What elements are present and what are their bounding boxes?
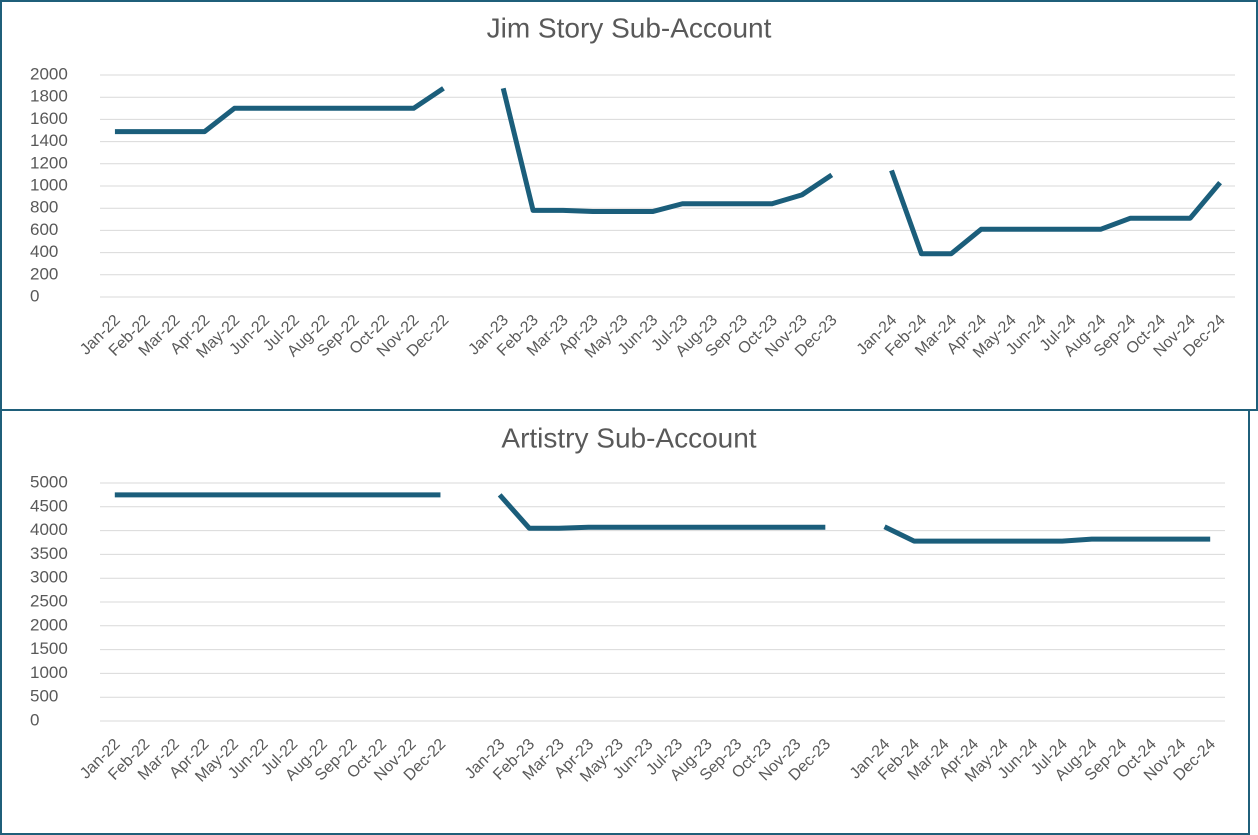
y-tick-label: 600 [30, 220, 58, 239]
y-tick-label: 1000 [30, 175, 68, 194]
y-tick-label: 2000 [30, 64, 68, 83]
y-tick-label: 500 [30, 687, 58, 706]
y-tick-label: 1600 [30, 109, 68, 128]
chart: Jim Story Sub-Account 0 200 400 600 800 1000 12… [30, 12, 1235, 362]
chart-frame [0, 409, 1250, 835]
y-tick-label: 200 [30, 264, 58, 283]
y-tick-label: 4500 [30, 496, 68, 515]
y-tick-label: 2500 [30, 591, 68, 610]
y-tick-label: 1200 [30, 153, 68, 172]
chart-title: Jim Story Sub-Account [487, 12, 772, 43]
y-tick-label: 1800 [30, 87, 68, 106]
y-tick-label: 1500 [30, 639, 68, 658]
y-tick-label: 800 [30, 198, 58, 217]
chart: Artistry Sub-Account 0 500 1000 1500 2000 2500… [30, 422, 1225, 786]
y-tick-label: 3500 [30, 544, 68, 563]
chart-title: Artistry Sub-Account [501, 422, 756, 453]
data-line [114, 492, 1211, 544]
y-tick-label: 1400 [30, 131, 68, 150]
y-tick-label: 3000 [30, 568, 68, 587]
y-tick-label: 2000 [30, 615, 68, 634]
y-tick-label: 5000 [30, 472, 68, 491]
y-tick-label: 4000 [30, 520, 68, 539]
data-line [114, 86, 1222, 257]
y-tick-label: 400 [30, 242, 58, 261]
y-tick-label: 0 [30, 710, 39, 729]
y-tick-label: 1000 [30, 663, 68, 682]
y-tick-label: 0 [30, 286, 39, 305]
